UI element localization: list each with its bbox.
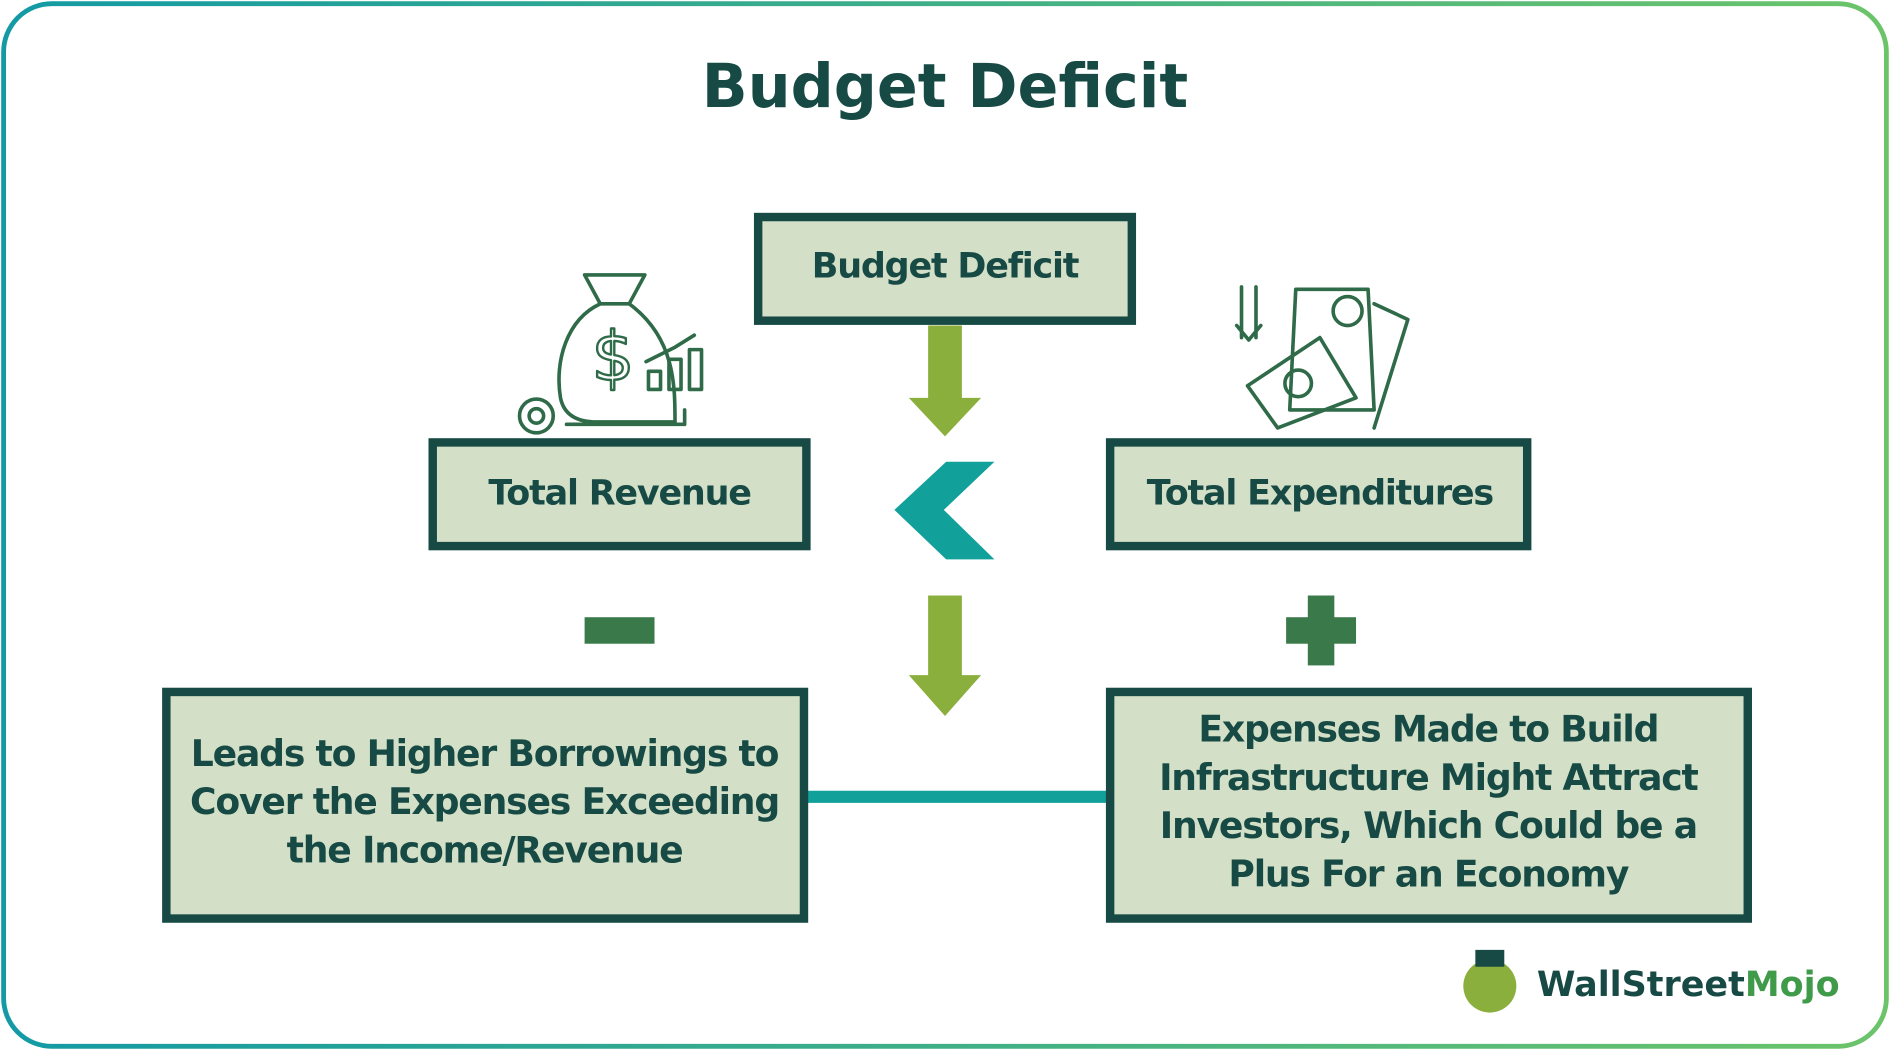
minus-sign xyxy=(584,617,655,644)
node-label: Total Expenditures xyxy=(1147,473,1494,513)
logo-text: WallStreet xyxy=(1537,965,1745,1005)
less-than-sign xyxy=(894,461,995,560)
node-box xyxy=(428,438,811,551)
title: Budget Deficit xyxy=(702,52,1188,122)
node-line: Expenses Made to Build xyxy=(1198,708,1658,751)
expenses-icon xyxy=(1234,285,1410,430)
svg-text:WallStreetMojo: WallStreetMojo xyxy=(1537,965,1840,1005)
node-box xyxy=(162,687,809,923)
logo: WallStreetMojo xyxy=(1463,949,1840,1013)
node-text: Leads to Higher Borrowings to Cover the E… xyxy=(190,732,780,871)
node-label: Total Revenue xyxy=(488,473,750,513)
node-line: Investors, Which Could be a xyxy=(1160,804,1697,847)
node-text: Expenses Made to Build Infrastructure Mig… xyxy=(1159,708,1700,896)
node-line: Plus For an Economy xyxy=(1228,852,1628,895)
svg-text:$: $ xyxy=(591,317,633,396)
node-line: Infrastructure Might Attract xyxy=(1159,756,1698,799)
node-box xyxy=(753,212,1137,325)
node-box xyxy=(1105,687,1752,923)
node-box xyxy=(1105,438,1532,551)
logo-text: Mojo xyxy=(1745,965,1840,1005)
node-line: the Income/Revenue xyxy=(287,828,683,871)
node-label: Budget Deficit xyxy=(812,247,1079,287)
arrow-down xyxy=(908,325,982,717)
plus-sign xyxy=(1286,595,1357,666)
node-line: Leads to Higher Borrowings to xyxy=(191,732,779,775)
node-line: Cover the Expenses Exceeding xyxy=(190,780,779,823)
money-bag-icon: $ xyxy=(517,273,704,435)
